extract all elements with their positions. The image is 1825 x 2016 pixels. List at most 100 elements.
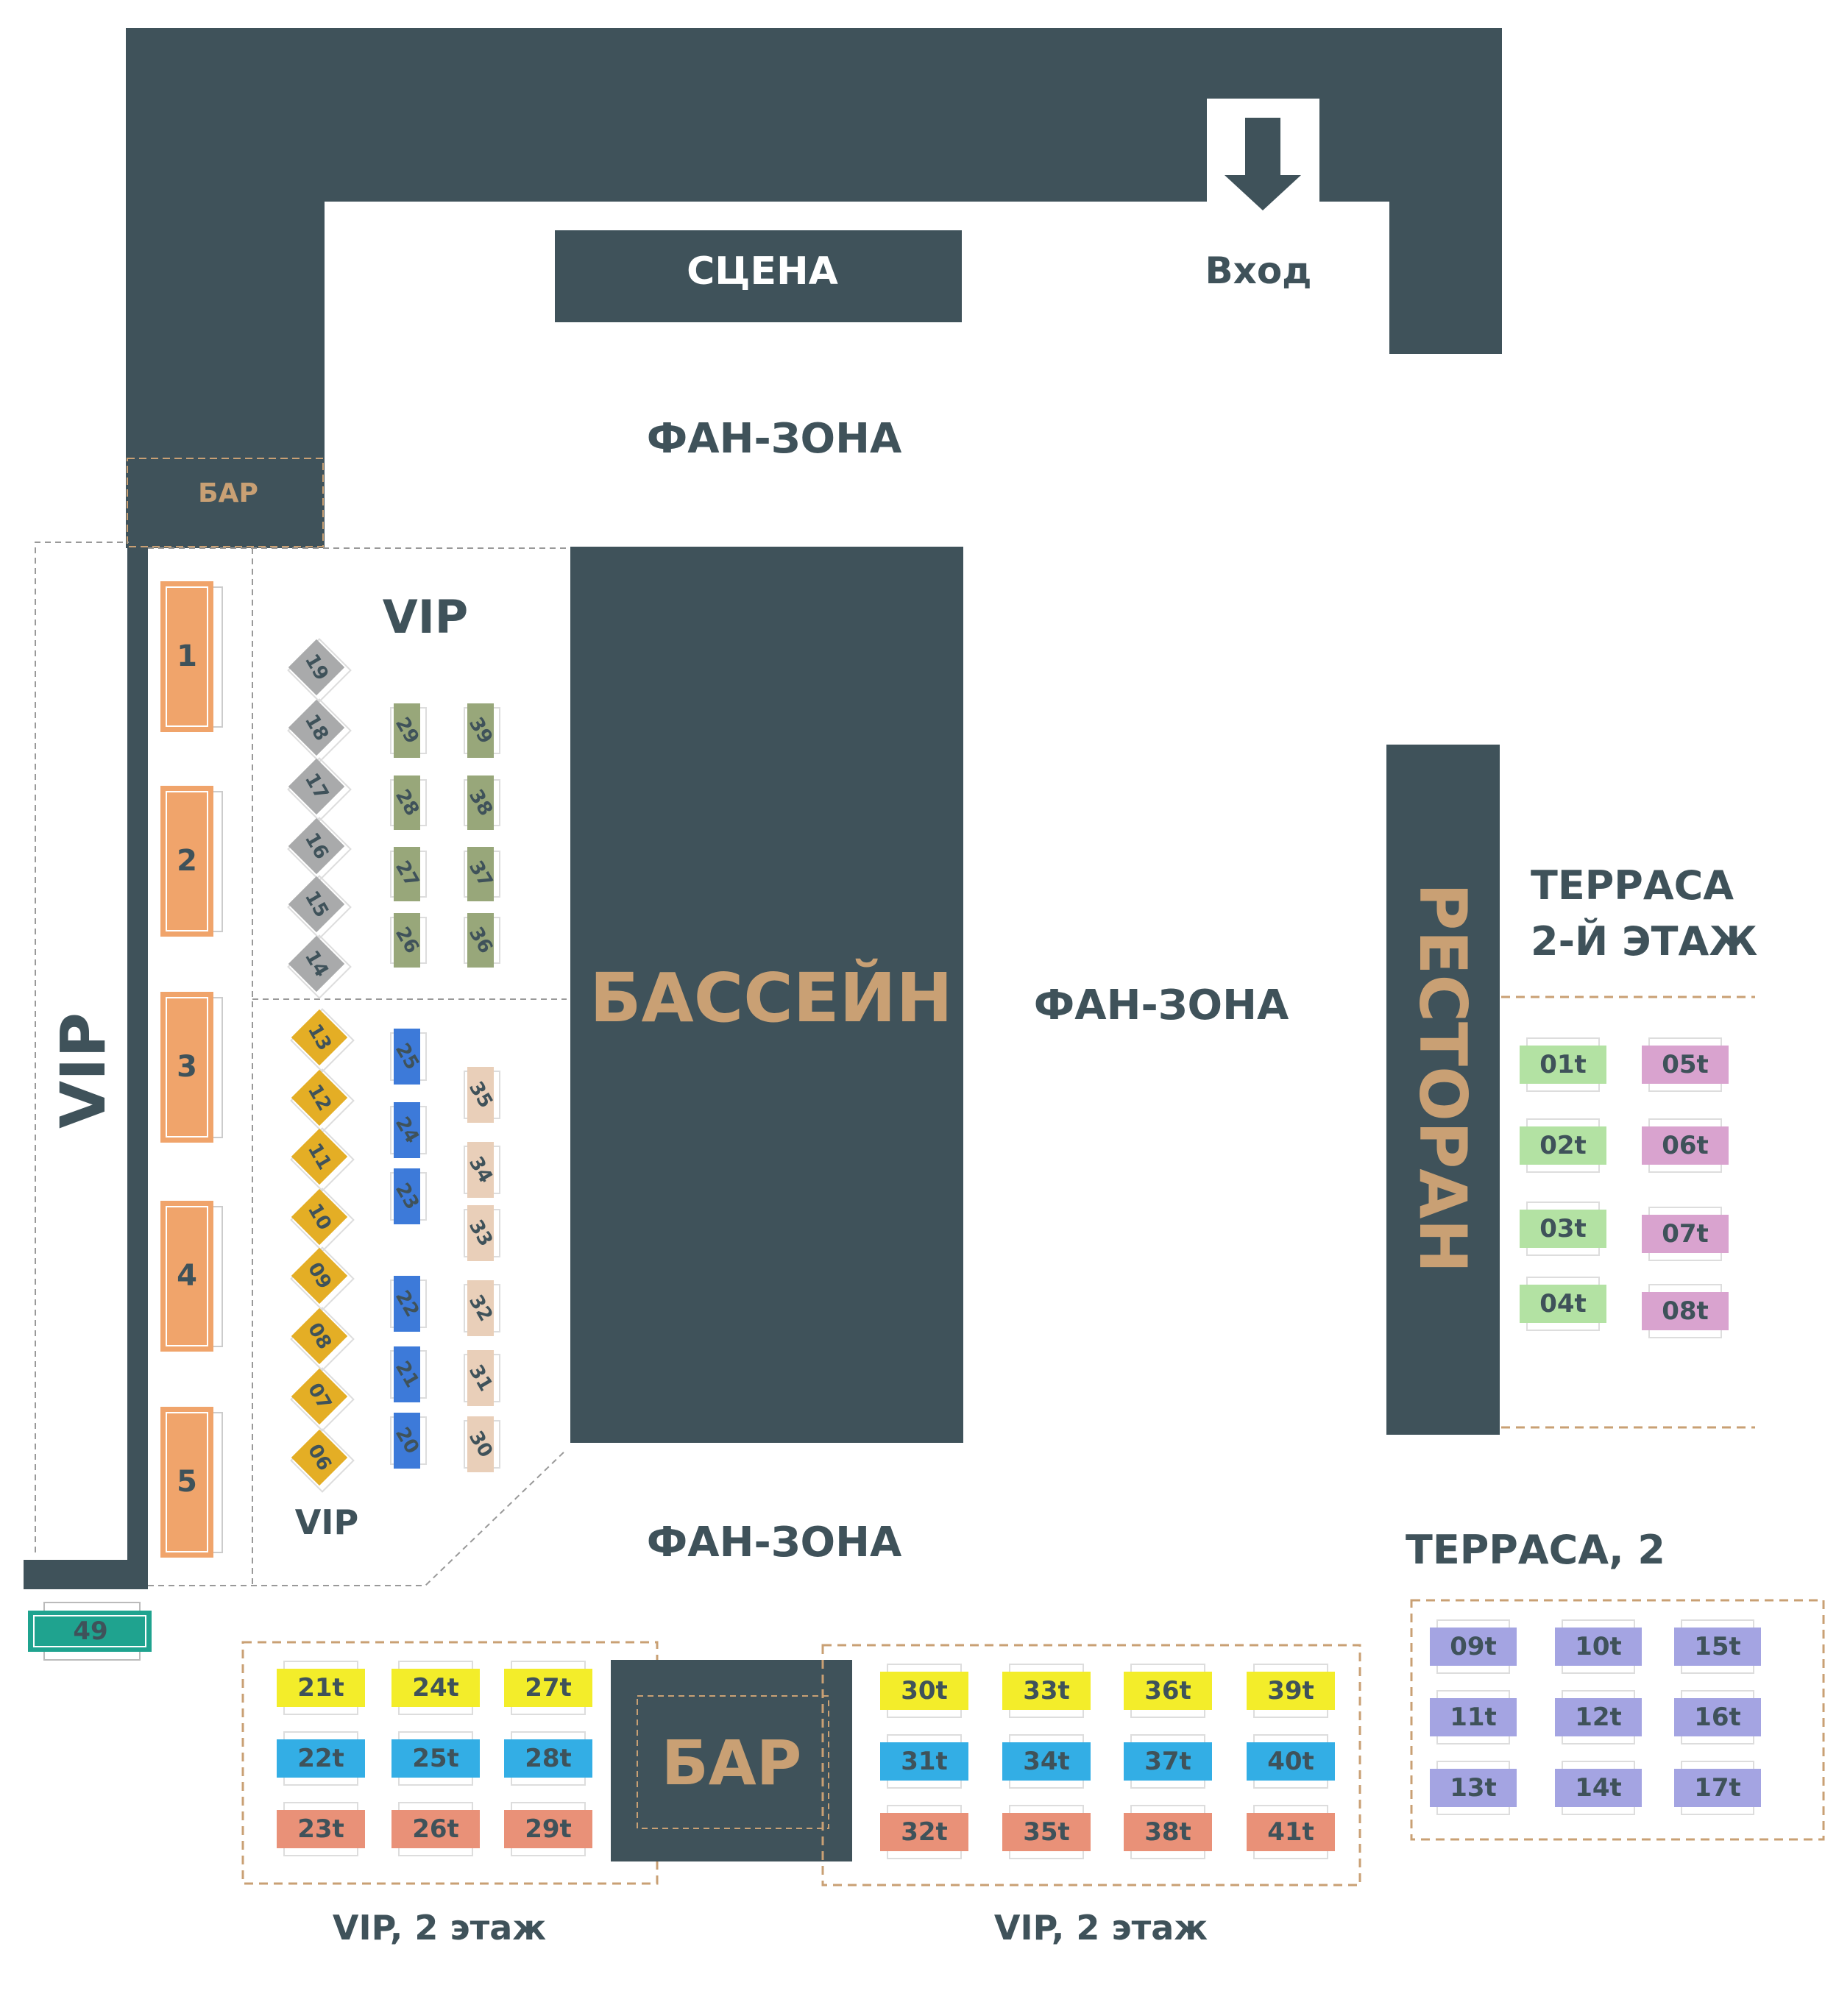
- table-25[interactable]: 25: [390, 1029, 427, 1085]
- bar-small-label: БАР: [198, 478, 258, 508]
- table-37[interactable]: 37: [464, 847, 500, 901]
- table-number: 11t: [1450, 1703, 1497, 1732]
- table-28t[interactable]: 28t: [504, 1731, 592, 1786]
- table-number: 28t: [525, 1744, 572, 1773]
- table-27[interactable]: 27: [390, 847, 427, 901]
- table-body: [160, 786, 213, 937]
- table-15t[interactable]: 15t: [1674, 1619, 1761, 1674]
- table-34[interactable]: 34: [464, 1142, 500, 1198]
- table-33[interactable]: 33: [464, 1205, 500, 1261]
- table-37t[interactable]: 37t: [1124, 1734, 1212, 1789]
- table-35[interactable]: 35: [464, 1067, 500, 1123]
- table-23t[interactable]: 23t: [277, 1802, 365, 1856]
- table-06t[interactable]: 06t: [1642, 1118, 1729, 1173]
- table-24[interactable]: 24: [390, 1102, 427, 1158]
- table-07[interactable]: 07: [290, 1367, 355, 1432]
- table-04t[interactable]: 04t: [1520, 1277, 1606, 1331]
- table-32t[interactable]: 32t: [880, 1805, 968, 1859]
- beige-tables: 35 34 33 32 31 30: [464, 1067, 500, 1472]
- entrance-arrow-icon[interactable]: [1225, 118, 1301, 210]
- table-09t[interactable]: 09t: [1430, 1619, 1517, 1674]
- table-30[interactable]: 30: [464, 1416, 500, 1472]
- table-16t[interactable]: 16t: [1674, 1690, 1761, 1745]
- table-31[interactable]: 31: [464, 1350, 500, 1406]
- table-body: [1642, 1215, 1729, 1253]
- table-body: [467, 775, 494, 830]
- table-10[interactable]: 10: [290, 1188, 355, 1252]
- table-26[interactable]: 26: [390, 913, 427, 968]
- table-38t[interactable]: 38t: [1124, 1805, 1212, 1859]
- table-body: [880, 1742, 968, 1781]
- table-22[interactable]: 22: [390, 1276, 427, 1332]
- table-06[interactable]: 06: [290, 1428, 355, 1493]
- table-body: [160, 992, 213, 1143]
- table-38[interactable]: 38: [464, 775, 500, 830]
- table-05t[interactable]: 05t: [1642, 1037, 1729, 1092]
- table-body: [467, 703, 494, 758]
- table-2[interactable]: 2: [160, 786, 223, 937]
- table-07t[interactable]: 07t: [1642, 1207, 1729, 1261]
- table-number: 02t: [1539, 1131, 1587, 1160]
- table-25t[interactable]: 25t: [391, 1731, 480, 1786]
- pool-label: БАССЕЙН: [589, 958, 952, 1037]
- table-35t[interactable]: 35t: [1002, 1805, 1091, 1859]
- table-49[interactable]: 49: [28, 1602, 152, 1661]
- table-body: [1002, 1672, 1091, 1710]
- table-39[interactable]: 39: [464, 703, 500, 758]
- table-08t[interactable]: 08t: [1642, 1284, 1729, 1338]
- bar-big-label: БАР: [662, 1727, 802, 1799]
- table-02t[interactable]: 02t: [1520, 1118, 1606, 1173]
- table-12t[interactable]: 12t: [1555, 1690, 1642, 1745]
- table-30t[interactable]: 30t: [880, 1664, 968, 1718]
- table-36t[interactable]: 36t: [1124, 1664, 1212, 1718]
- table-36[interactable]: 36: [464, 913, 500, 968]
- table-39t[interactable]: 39t: [1247, 1664, 1335, 1718]
- table-17t[interactable]: 17t: [1674, 1761, 1761, 1815]
- table-1[interactable]: 1: [160, 581, 223, 732]
- table-26t[interactable]: 26t: [391, 1802, 480, 1856]
- terrace2-tables: 09t 10t 15t 11t 12t 16t 13t 14t 17t: [1430, 1619, 1761, 1815]
- table-body: [504, 1669, 592, 1707]
- table-29[interactable]: 29: [390, 703, 427, 758]
- table-20[interactable]: 20: [390, 1413, 427, 1469]
- table-18[interactable]: 18: [287, 698, 352, 763]
- table-3[interactable]: 3: [160, 992, 223, 1143]
- table-13[interactable]: 13: [290, 1008, 355, 1073]
- table-03t[interactable]: 03t: [1520, 1202, 1606, 1256]
- table-15[interactable]: 15: [287, 875, 352, 940]
- table-12[interactable]: 12: [290, 1068, 355, 1133]
- table-number: 37t: [1144, 1747, 1191, 1776]
- table-41t[interactable]: 41t: [1247, 1805, 1335, 1859]
- table-22t[interactable]: 22t: [277, 1731, 365, 1786]
- table-17[interactable]: 17: [287, 757, 352, 822]
- table-32[interactable]: 32: [464, 1280, 500, 1336]
- table-4[interactable]: 4: [160, 1201, 223, 1352]
- table-16[interactable]: 16: [287, 817, 352, 881]
- table-21t[interactable]: 21t: [277, 1661, 365, 1715]
- table-28[interactable]: 28: [390, 775, 427, 830]
- table-11t[interactable]: 11t: [1430, 1690, 1517, 1745]
- table-24t[interactable]: 24t: [391, 1661, 480, 1715]
- table-33t[interactable]: 33t: [1002, 1664, 1091, 1718]
- table-11[interactable]: 11: [290, 1127, 355, 1192]
- table-10t[interactable]: 10t: [1555, 1619, 1642, 1674]
- table-27t[interactable]: 27t: [504, 1661, 592, 1715]
- table-19[interactable]: 19: [287, 638, 352, 703]
- table-14[interactable]: 14: [287, 934, 352, 999]
- table-31t[interactable]: 31t: [880, 1734, 968, 1789]
- table-13t[interactable]: 13t: [1430, 1761, 1517, 1815]
- table-5[interactable]: 5: [160, 1407, 223, 1558]
- table-09[interactable]: 09: [290, 1246, 355, 1311]
- table-21[interactable]: 21: [390, 1346, 427, 1402]
- table-40t[interactable]: 40t: [1247, 1734, 1335, 1789]
- table-number: 1: [177, 639, 197, 673]
- table-14t[interactable]: 14t: [1555, 1761, 1642, 1815]
- table-29t[interactable]: 29t: [504, 1802, 592, 1856]
- terrace2-label: ТЕРРАСА, 2: [1406, 1527, 1665, 1573]
- table-number: 49: [73, 1616, 107, 1646]
- table-34t[interactable]: 34t: [1002, 1734, 1091, 1789]
- table-01t[interactable]: 01t: [1520, 1037, 1606, 1092]
- table-08[interactable]: 08: [290, 1307, 355, 1371]
- table-23[interactable]: 23: [390, 1168, 427, 1224]
- table-inner-border: [166, 791, 208, 931]
